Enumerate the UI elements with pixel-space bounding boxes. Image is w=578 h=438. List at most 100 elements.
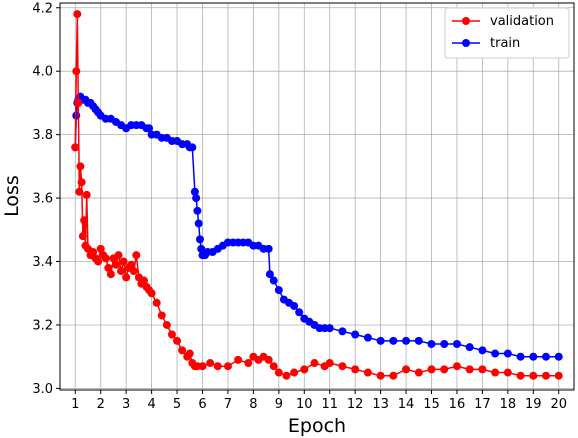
data-point-validation <box>104 263 113 272</box>
data-point-validation <box>414 368 423 377</box>
y-tick-label: 4.2 <box>32 1 53 16</box>
grid <box>60 3 574 390</box>
data-point-validation <box>82 190 91 199</box>
legend: validation train <box>444 7 570 59</box>
data-point-train <box>193 206 202 215</box>
data-point-train <box>195 235 204 244</box>
data-point-validation <box>119 257 128 266</box>
data-point-validation <box>516 371 525 380</box>
data-point-validation <box>503 368 512 377</box>
y-axis-label: Loss <box>1 175 23 217</box>
data-point-validation <box>75 187 84 196</box>
data-point-validation <box>244 359 253 368</box>
x-tick-label: 14 <box>398 397 415 412</box>
data-point-validation <box>491 368 500 377</box>
x-tick-label: 8 <box>249 397 257 412</box>
x-tick-label: 7 <box>224 397 232 412</box>
data-point-validation <box>132 251 141 260</box>
data-point-validation <box>117 267 126 276</box>
data-point-validation <box>198 362 207 371</box>
data-point-validation <box>127 260 136 269</box>
data-point-validation <box>274 368 283 377</box>
data-point-validation <box>440 365 449 374</box>
plot-background <box>60 3 574 390</box>
data-point-train <box>452 340 461 348</box>
data-point-validation <box>310 359 319 368</box>
x-tick-label: 4 <box>147 397 155 412</box>
data-point-validation <box>122 273 131 282</box>
legend-label-train: train <box>490 36 520 51</box>
data-point-validation <box>147 289 156 298</box>
data-point-validation <box>74 98 83 107</box>
data-point-validation <box>77 178 86 187</box>
x-tick-label: 1 <box>71 397 79 412</box>
data-point-train <box>376 336 385 345</box>
data-point-train <box>265 270 274 279</box>
data-point-validation <box>264 355 273 364</box>
data-point-train <box>295 308 304 317</box>
data-point-train <box>402 336 411 345</box>
data-point-validation <box>282 371 291 380</box>
plot-frame <box>59 2 575 391</box>
data-point-validation <box>173 336 182 345</box>
y-tick-label: 3.8 <box>32 128 53 143</box>
data-point-validation <box>338 362 347 371</box>
data-point-validation <box>389 371 398 380</box>
data-point-validation <box>152 298 161 307</box>
data-point-train <box>478 346 487 355</box>
data-point-validation <box>465 365 474 374</box>
data-point-validation <box>73 10 82 19</box>
data-point-train <box>503 349 512 358</box>
data-point-train <box>192 194 201 203</box>
data-point-validation <box>111 260 120 269</box>
data-point-validation <box>351 365 360 374</box>
x-tick-label: 15 <box>423 397 440 412</box>
data-point-validation <box>185 349 194 358</box>
data-point-validation <box>114 251 123 260</box>
legend-label-validation: validation <box>490 14 554 29</box>
data-point-validation <box>269 362 278 371</box>
data-point-train <box>440 340 449 348</box>
data-point-validation <box>325 359 334 368</box>
data-point-train <box>389 336 398 345</box>
data-point-validation <box>300 365 309 374</box>
x-tick-label: 5 <box>173 397 181 412</box>
legend-marker-train <box>462 39 470 47</box>
x-tick-label: 18 <box>500 397 517 412</box>
data-point-train <box>190 187 199 196</box>
data-point-validation <box>139 276 148 285</box>
x-axis-label: Epoch <box>288 415 346 437</box>
data-point-validation <box>101 254 110 263</box>
data-point-train <box>194 219 203 228</box>
data-point-validation <box>427 365 436 374</box>
data-point-validation <box>167 330 176 339</box>
data-point-train <box>274 286 283 295</box>
data-point-train <box>264 244 273 253</box>
data-point-validation <box>71 143 80 152</box>
x-tick-label: 19 <box>525 397 542 412</box>
x-tick-label: 12 <box>347 397 364 412</box>
data-point-validation <box>178 346 187 355</box>
data-point-validation <box>363 368 372 377</box>
data-point-validation <box>290 368 299 377</box>
y-tick-label: 4.0 <box>32 65 53 80</box>
x-tick-label: 11 <box>321 397 338 412</box>
data-point-validation <box>162 320 171 329</box>
y-tick-label: 3.6 <box>32 192 53 207</box>
data-point-validation <box>234 355 243 364</box>
data-point-train <box>269 276 278 285</box>
x-tick-label: 17 <box>474 397 491 412</box>
data-point-train <box>427 340 436 348</box>
data-point-validation <box>213 362 222 371</box>
data-point-validation <box>80 216 89 225</box>
data-point-validation <box>129 267 138 276</box>
data-point-validation <box>72 67 81 76</box>
legend-marker-validation <box>462 17 470 25</box>
data-point-validation <box>402 365 411 374</box>
x-tick-label: 10 <box>296 397 313 412</box>
data-point-validation <box>206 359 215 368</box>
x-tick-label: 9 <box>275 397 283 412</box>
x-tick-label: 3 <box>122 397 130 412</box>
data-point-validation <box>376 371 385 380</box>
series-validation <box>71 10 563 380</box>
